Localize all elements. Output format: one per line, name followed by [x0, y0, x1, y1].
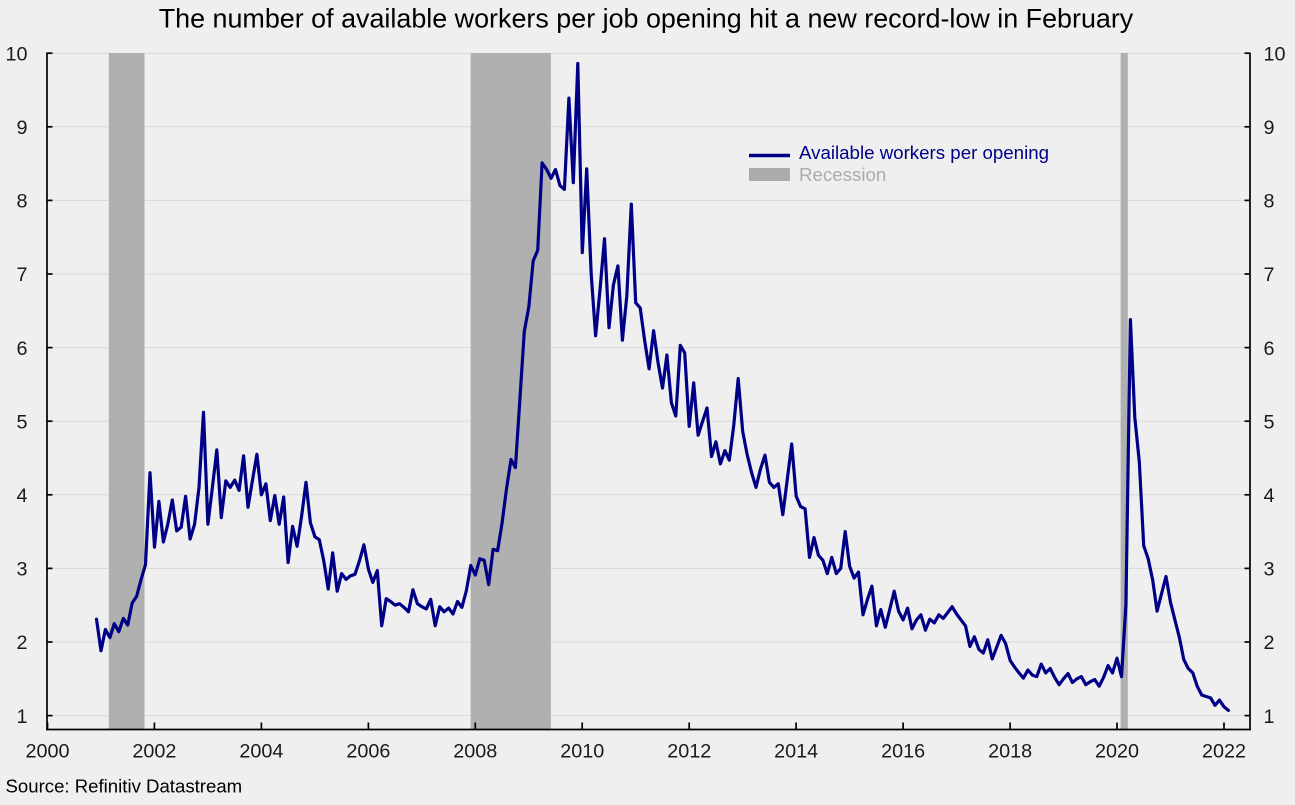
svg-text:4: 4: [16, 485, 27, 507]
svg-text:The number of available worker: The number of available workers per job …: [159, 4, 1134, 34]
svg-text:8: 8: [16, 191, 27, 213]
svg-text:5: 5: [1264, 411, 1275, 433]
svg-text:2000: 2000: [25, 741, 69, 763]
svg-text:Available workers per opening: Available workers per opening: [799, 142, 1049, 163]
svg-text:8: 8: [1264, 191, 1275, 213]
svg-text:2002: 2002: [132, 741, 176, 763]
svg-text:1: 1: [1264, 706, 1275, 728]
svg-text:2: 2: [16, 632, 27, 654]
svg-text:1: 1: [16, 706, 27, 728]
svg-text:5: 5: [16, 411, 27, 433]
svg-text:2010: 2010: [560, 741, 604, 763]
svg-text:2004: 2004: [239, 741, 283, 763]
svg-text:7: 7: [16, 264, 27, 286]
svg-text:2006: 2006: [346, 741, 390, 763]
svg-text:9: 9: [16, 117, 27, 139]
svg-text:6: 6: [16, 338, 27, 360]
svg-text:2: 2: [1264, 632, 1275, 654]
svg-text:3: 3: [16, 559, 27, 581]
svg-text:Source: Refinitiv Datastream: Source: Refinitiv Datastream: [6, 776, 243, 797]
svg-text:9: 9: [1264, 117, 1275, 139]
svg-text:2012: 2012: [667, 741, 711, 763]
svg-text:10: 10: [5, 43, 27, 65]
svg-text:6: 6: [1264, 338, 1275, 360]
svg-text:4: 4: [1264, 485, 1275, 507]
svg-text:Recession: Recession: [799, 164, 886, 185]
svg-text:2020: 2020: [1095, 741, 1139, 763]
svg-text:2016: 2016: [881, 741, 925, 763]
svg-text:3: 3: [1264, 559, 1275, 581]
svg-text:2022: 2022: [1202, 741, 1246, 763]
svg-text:10: 10: [1264, 43, 1286, 65]
svg-text:2014: 2014: [774, 741, 818, 763]
svg-text:7: 7: [1264, 264, 1275, 286]
svg-text:2018: 2018: [988, 741, 1032, 763]
svg-text:2008: 2008: [453, 741, 497, 763]
